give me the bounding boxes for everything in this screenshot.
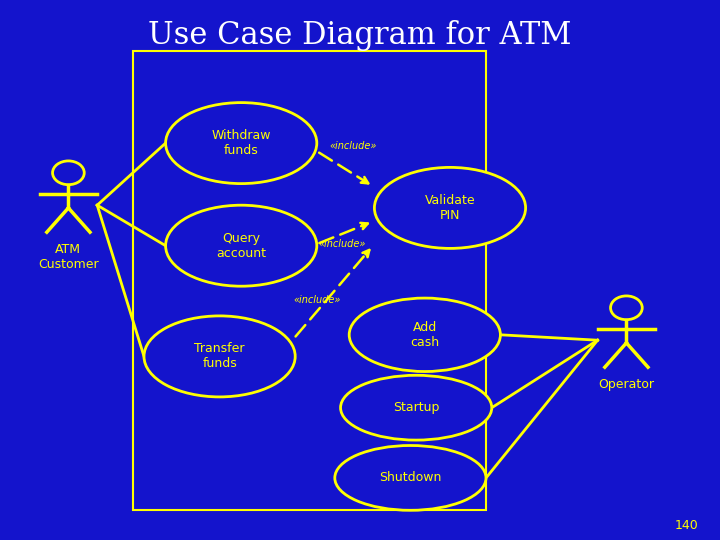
Bar [133, 51, 486, 510]
Ellipse shape [341, 375, 492, 440]
Text: Query
account: Query account [216, 232, 266, 260]
Text: Operator: Operator [598, 378, 654, 391]
Text: «include»: «include» [329, 141, 377, 151]
Ellipse shape [144, 316, 295, 397]
Text: 140: 140 [675, 519, 698, 532]
Text: Validate
PIN: Validate PIN [425, 194, 475, 222]
Text: Transfer
funds: Transfer funds [194, 342, 245, 370]
Text: Shutdown: Shutdown [379, 471, 441, 484]
Text: ATM
Customer: ATM Customer [38, 243, 99, 271]
Text: Startup: Startup [393, 401, 439, 414]
Text: «include»: «include» [293, 295, 341, 305]
Text: Use Case Diagram for ATM: Use Case Diagram for ATM [148, 19, 572, 51]
Text: Withdraw
funds: Withdraw funds [212, 129, 271, 157]
Ellipse shape [349, 298, 500, 372]
Ellipse shape [374, 167, 526, 248]
Text: Add
cash: Add cash [410, 321, 439, 349]
Ellipse shape [166, 103, 317, 184]
Text: «include»: «include» [318, 239, 366, 249]
Ellipse shape [166, 205, 317, 286]
Ellipse shape [335, 446, 486, 510]
